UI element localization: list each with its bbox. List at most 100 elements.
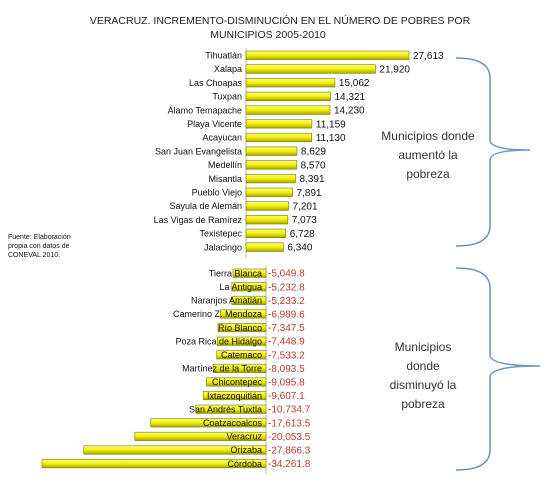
annotation-increase: Municipios donde aumentó la pobreza: [368, 127, 488, 184]
value-label-negative-2: -5,233.2: [268, 296, 305, 307]
bar-negative-6: [216, 350, 267, 360]
category-label-negative-13: Orizaba: [230, 445, 262, 455]
value-label-negative-13: -27,866.3: [268, 446, 311, 457]
value-label-positive-4: 14,230: [334, 106, 365, 117]
annotation-decrease-line-2: donde: [406, 359, 440, 373]
category-label-positive-7: San Juan Evangelista: [155, 146, 242, 156]
value-label-negative-9: -9,607.1: [268, 391, 305, 402]
source-note-line-2: propia con datos de: [8, 243, 70, 250]
value-label-negative-4: -7,347.5: [268, 323, 305, 334]
bar-positive-10: [245, 187, 293, 197]
bar-negative-11: [150, 418, 267, 428]
value-label-positive-9: 8,391: [300, 174, 325, 185]
value-label-negative-12: -20,053.5: [268, 432, 311, 443]
brace-decrease: [455, 267, 541, 471]
value-label-positive-2: 15,062: [339, 78, 370, 89]
annotation-decrease-line-3: disminuyó la: [389, 378, 457, 392]
value-label-positive-14: 6,340: [287, 243, 312, 254]
bar-positive-13: [245, 228, 287, 239]
value-label-positive-1: 21,920: [379, 65, 410, 76]
bar-negative-3: [220, 309, 267, 319]
bar-positive-3: [245, 91, 331, 101]
category-label-negative-11: Coatzacoalcos: [203, 418, 263, 428]
category-label-negative-8: Chicontepec: [212, 377, 263, 387]
annotation-increase-line-1: Municipios donde: [381, 129, 475, 143]
category-label-positive-1: Xalapa: [214, 64, 242, 74]
category-label-positive-6: Acayucan: [202, 133, 242, 143]
bar-negative-7: [212, 363, 267, 373]
bar-negative-12: [134, 431, 267, 441]
negative-bars-group: Tierra Blanca -5,049.8 La Antigua -5,232.8 N…: [41, 268, 311, 470]
bar-negative-13: [83, 445, 267, 455]
value-label-negative-6: -7,533.2: [268, 350, 305, 361]
bar-negative-2: [231, 295, 267, 305]
bar-negative-9: [202, 391, 267, 401]
bar-negative-14: [41, 459, 267, 469]
bar-positive-12: [245, 215, 289, 225]
bar-positive-5: [245, 119, 313, 129]
category-label-positive-14: Jalacingo: [204, 242, 242, 252]
chart-title-line-1: VERACRUZ. INCREMENTO-DISMINUCIÓN EN EL N…: [90, 14, 471, 27]
category-label-positive-9: Misantla: [208, 174, 242, 184]
category-label-negative-14: Córdoba: [227, 459, 262, 469]
value-label-negative-14: -34,261.8: [268, 459, 311, 470]
category-label-negative-0: Tierra Blanca: [209, 268, 262, 278]
bar-negative-5: [217, 336, 267, 346]
value-label-positive-0: 27,613: [413, 51, 444, 62]
source-note: Fuente: Elaboración propia con datos de …: [8, 233, 88, 260]
category-label-positive-3: Tuxpan: [212, 92, 242, 102]
category-label-positive-0: Tihuatlán: [205, 51, 242, 61]
brace-increase: [455, 57, 531, 247]
value-label-positive-3: 14,321: [335, 92, 366, 103]
bar-positive-2: [245, 78, 336, 88]
category-label-positive-13: Texistepec: [199, 229, 242, 239]
value-label-positive-11: 7,201: [293, 202, 318, 213]
bar-negative-4: [217, 323, 267, 333]
bar-positive-11: [245, 201, 289, 211]
value-label-negative-11: -17,613.5: [268, 418, 311, 429]
bar-positive-7: [245, 146, 298, 156]
value-label-negative-1: -5,232.8: [268, 282, 305, 293]
category-label-positive-8: Medellín: [208, 160, 242, 170]
annotation-decrease: Municipios donde disminuyó la pobreza: [368, 338, 478, 414]
source-note-line-1: Fuente: Elaboración: [8, 234, 71, 241]
annotation-increase-line-2: aumentó la: [398, 148, 458, 162]
value-label-positive-6: 11,130: [316, 133, 346, 144]
annotation-increase-line-3: pobreza: [406, 167, 450, 181]
category-label-negative-7: Martínez de la Torre: [182, 364, 262, 374]
category-label-negative-10: San Andrés Tuxtla: [189, 404, 262, 414]
category-label-positive-2: Las Choapas: [189, 78, 243, 88]
category-label-negative-12: Veracruz: [226, 432, 262, 442]
category-label-negative-9: Ixtaczoquitlán: [207, 391, 262, 401]
bar-negative-8: [206, 377, 267, 387]
chart-title-line-2: MUNICIPIOS 2005-2010: [210, 29, 326, 41]
value-label-negative-5: -7,448.9: [268, 337, 305, 348]
source-note-line-3: CONEVAL 2010.: [8, 252, 61, 259]
value-label-negative-7: -8,093.5: [268, 364, 305, 375]
bar-positive-1: [245, 64, 376, 74]
bar-negative-1: [231, 282, 267, 292]
bar-negative-10: [195, 404, 267, 414]
value-label-negative-8: -9,095.8: [268, 378, 305, 389]
category-label-negative-6: Catemaco: [221, 350, 262, 360]
bar-positive-9: [245, 174, 296, 184]
bar-negative-0: [232, 268, 267, 278]
bar-positive-0: [245, 50, 410, 60]
annotation-decrease-line-1: Municipios: [394, 340, 452, 354]
value-label-positive-7: 8,629: [301, 147, 326, 158]
bar-positive-6: [245, 132, 312, 143]
category-label-positive-11: Sayula de Alemán: [169, 201, 242, 211]
value-label-positive-12: 7,073: [292, 215, 317, 226]
category-label-positive-10: Pueblo Viejo: [192, 188, 242, 198]
value-label-positive-8: 8,570: [301, 160, 326, 171]
bar-positive-14: [245, 242, 284, 252]
value-label-positive-13: 6,728: [290, 229, 315, 240]
value-label-negative-10: -10,734.7: [268, 405, 311, 416]
annotation-decrease-line-4: pobreza: [401, 397, 445, 411]
value-label-negative-3: -6,989.6: [268, 310, 305, 321]
value-label-negative-0: -5,049.8: [268, 269, 305, 280]
category-label-negative-3: Camerino Z. Mendoza: [173, 309, 262, 319]
category-label-positive-5: Playa Vicente: [187, 119, 242, 129]
category-label-positive-4: Álamo Temapache: [168, 105, 242, 115]
